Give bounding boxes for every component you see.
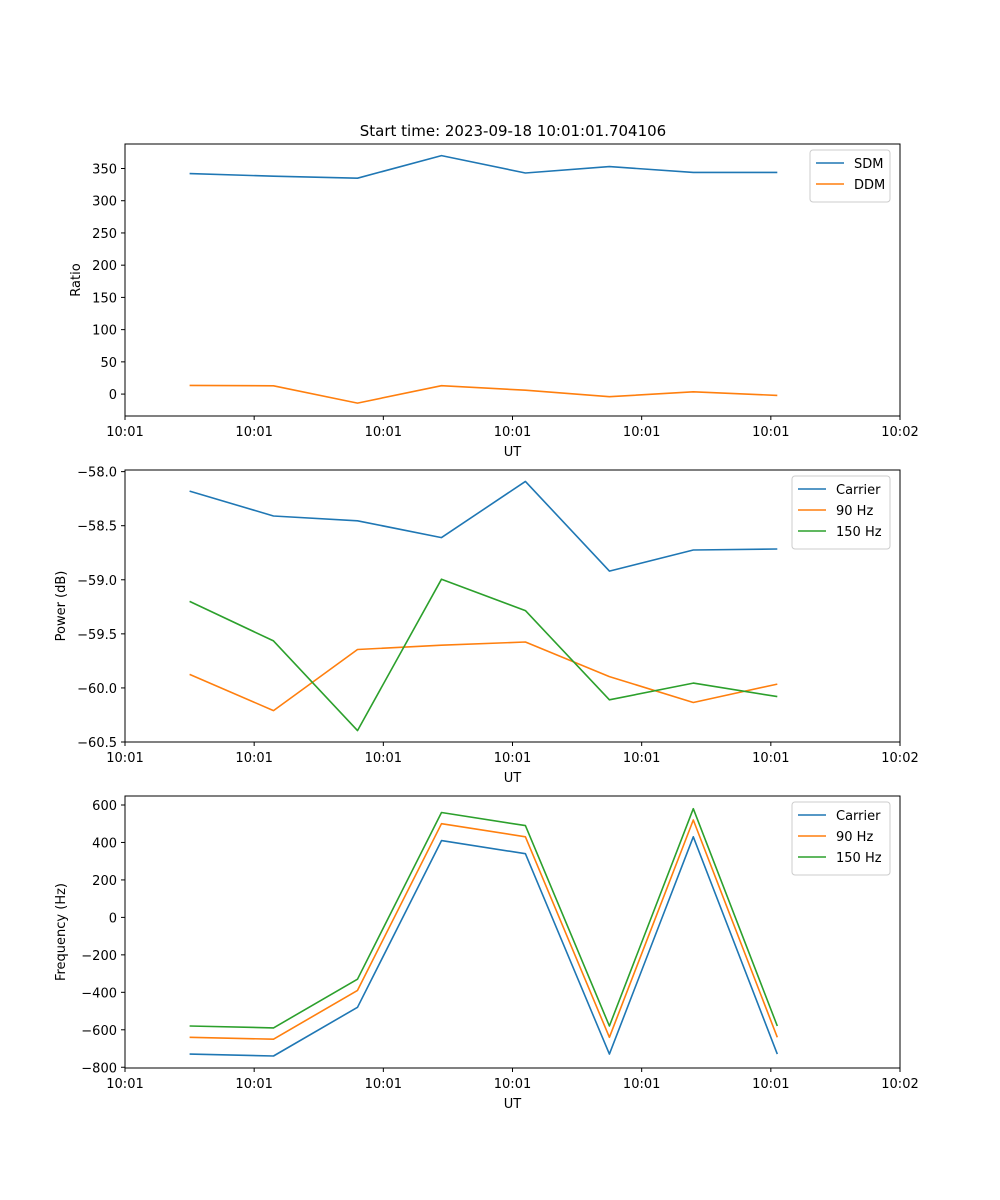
x-tick-label: 10:01 [494,425,531,440]
y-tick-label: 50 [100,356,117,371]
y-tick-label: −200 [81,949,117,964]
legend-label: Carrier [836,809,881,824]
y-tick-label: −59.5 [77,628,117,643]
y-axis-label: Power (dB) [54,571,69,642]
x-tick-label: 10:01 [494,751,531,766]
y-tick-label: −58.5 [77,520,117,535]
series-line-carrier [189,480,778,572]
legend: SDM DDM [809,149,891,203]
y-tick-label: 0 [109,388,117,403]
y-axis-label: Ratio [69,263,84,296]
x-tick-label: 10:01 [106,1077,143,1092]
legend-label: 90 Hz [836,504,873,519]
x-tick-label: 10:01 [365,1077,402,1092]
figure-title: Start time: 2023-09-18 10:01:01.704106 [360,122,666,140]
x-tick-label: 10:01 [106,751,143,766]
series-line-ddm [189,384,778,404]
x-tick-label: 10:02 [881,425,918,440]
y-tick-label: 300 [92,195,117,210]
legend-label: Carrier [836,483,881,498]
series-line-150-hz [189,807,779,1029]
x-tick-label: 10:01 [365,425,402,440]
x-tick-label: 10:01 [752,425,789,440]
y-tick-label: −600 [81,1024,117,1039]
series-line-carrier [189,835,779,1057]
x-axis-label: UT [504,1097,522,1112]
y-tick-label: 600 [92,799,117,814]
legend-label: 90 Hz [836,830,873,845]
series-line-90-hz [189,641,778,712]
x-tick-label: 10:01 [235,1077,272,1092]
y-tick-label: 400 [92,836,117,851]
y-tick-label: 200 [92,874,117,889]
y-tick-label: −60.5 [77,736,117,751]
y-tick-label: −60.0 [77,682,117,697]
y-tick-label: −58.0 [77,466,117,481]
panel-1: 10:01 10:01 10:01 10:01 10:01 10:01 10:02 0 50 10… [69,143,919,460]
x-tick-label: 10:01 [235,425,272,440]
y-axis-label: Frequency (Hz) [54,883,69,981]
series-line-sdm [189,154,778,179]
y-tick-label: −800 [81,1061,117,1076]
series-line-150-hz [189,578,778,732]
y-tick-label: 0 [109,911,117,926]
x-tick-label: 10:02 [881,751,918,766]
legend-label: DDM [854,178,885,193]
legend-label: 150 Hz [836,525,882,540]
legend: Carrier 90 Hz 150 Hz [791,801,891,876]
x-axis-label: UT [504,771,522,786]
panel-3: 10:01 10:01 10:01 10:01 10:01 10:01 10:02 −800 −… [54,795,919,1112]
x-tick-label: 10:01 [623,751,660,766]
legend-label: SDM [854,157,883,172]
y-tick-label: 350 [92,162,117,177]
y-tick-label: −400 [81,986,117,1001]
legend-label: 150 Hz [836,851,882,866]
x-tick-label: 10:01 [106,425,143,440]
x-axis-label: UT [504,445,522,460]
y-tick-label: −59.0 [77,574,117,589]
series-line-90-hz [189,819,779,1040]
panel-2: 10:01 10:01 10:01 10:01 10:01 10:01 10:02 −58.0… [54,466,919,786]
x-tick-label: 10:01 [494,1077,531,1092]
y-tick-label: 250 [92,227,117,242]
y-tick-label: 150 [92,291,117,306]
x-tick-label: 10:01 [752,751,789,766]
x-tick-label: 10:01 [365,751,402,766]
x-tick-label: 10:01 [235,751,272,766]
x-tick-label: 10:02 [881,1077,918,1092]
x-tick-label: 10:01 [623,425,660,440]
y-tick-label: 200 [92,259,117,274]
panels: 10:01 10:01 10:01 10:01 10:01 10:01 10:02 0 50 10… [54,143,919,1112]
x-tick-label: 10:01 [752,1077,789,1092]
y-tick-label: 100 [92,324,117,339]
x-tick-label: 10:01 [623,1077,660,1092]
legend: Carrier 90 Hz 150 Hz [791,475,891,550]
